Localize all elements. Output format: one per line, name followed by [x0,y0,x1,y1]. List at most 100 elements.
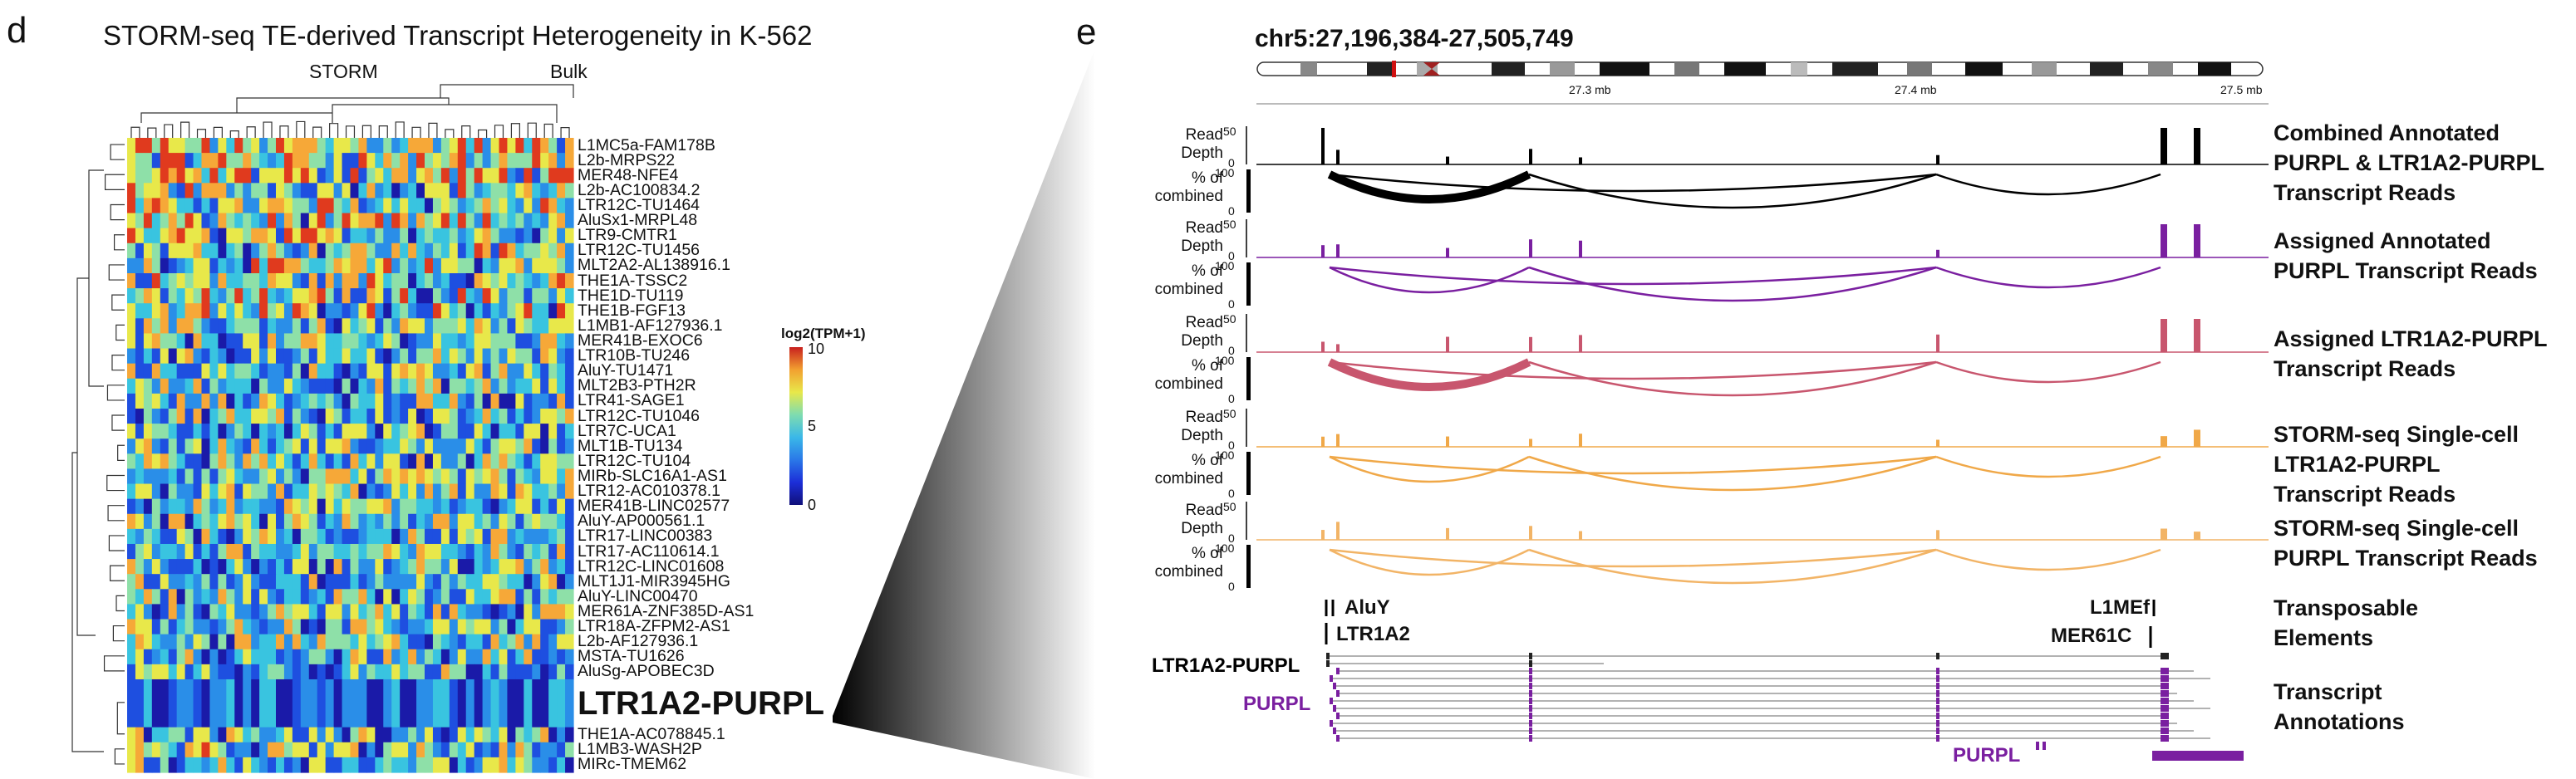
heatmap-cell [184,664,194,680]
pct-axis [1246,169,1251,213]
heatmap-cell [416,543,425,560]
heatmap-cell [540,498,549,515]
heatmap-cell [276,513,285,530]
heatmap-cell [449,664,459,680]
heatmap-cell [482,619,492,635]
heatmap-cell [383,378,392,394]
heatmap-cell [507,243,516,259]
heatmap-cell [243,559,252,575]
heatmap-cell [548,153,558,169]
dendro-branch [106,385,125,401]
heatmap-cell [268,589,277,605]
heatmap-cell [358,348,367,365]
heatmap-cell [358,408,367,424]
pct-tick: 0 [1228,487,1235,500]
heatmap-cell [400,543,409,560]
heatmap-cell [400,257,409,274]
heatmap-cell [151,649,161,665]
heatmap-cell [160,348,170,365]
heatmap-cell [532,664,541,680]
heatmap-cell [342,318,351,335]
heatmap-cell [308,198,318,214]
heatmap-cell [383,198,392,214]
heatmap-cell [268,679,277,728]
heatmap-cell [259,574,268,590]
heatmap-cell [127,348,136,365]
heatmap-cell [408,742,417,758]
heatmap-cell [416,272,425,289]
heatmap-cell [251,333,260,350]
heatmap-cell [449,243,459,259]
heatmap-cell [193,757,203,773]
coverage-peak [1529,149,1532,164]
heatmap-cell [176,243,186,259]
heatmap-cell [383,228,392,244]
heatmap-cell [333,257,343,274]
heatmap-cell [127,303,136,319]
heatmap-cell [160,303,170,319]
panel-d-letter: d [7,10,27,51]
heatmap-cell [524,257,533,274]
heatmap-row-label: MER61A-ZNF385D-AS1 [578,602,755,620]
heatmap-cell [342,468,351,485]
heatmap-cell [234,513,243,530]
heatmap-cell [276,528,285,545]
heatmap-cell [259,213,268,229]
heatmap-cell [333,168,343,184]
heatmap-cell [515,483,524,500]
heatmap-cell [474,453,484,470]
heatmap-cell [507,138,516,154]
heatmap-cell [425,679,434,728]
heatmap-cell [193,138,203,154]
heatmap-cell [350,727,360,743]
centromere [1423,62,1440,76]
heatmap-cell [292,664,302,680]
heatmap-cell [308,228,318,244]
heatmap-row-label: MLT2B3-PTH2R [578,376,696,395]
heatmap-cell [276,727,285,743]
heatmap-cell [209,378,219,394]
heatmap-row-label: L2b-AC100834.2 [578,180,701,199]
heatmap-cell [449,138,459,154]
heatmap-cell [325,604,335,620]
heatmap-cell [209,424,219,439]
heatmap-cell [425,483,434,500]
heatmap-cell [243,213,252,229]
heatmap-cell [416,604,425,620]
heatmap-cell [474,363,484,380]
ideogram-band [2090,62,2123,76]
heatmap-cell [366,348,376,365]
heatmap-cell [400,513,409,530]
heatmap-cell [325,498,335,515]
heatmap-cell [184,213,194,229]
heatmap-cell [515,453,524,470]
read-depth-label: Read Depth [1181,314,1223,350]
coverage-peak [1936,334,1939,352]
heatmap-cell [440,604,450,620]
heatmap-cell [565,138,574,154]
heatmap-cell [268,498,277,515]
heatmap-cell [515,604,524,620]
heatmap-cell [425,378,434,394]
dendro-branch [103,655,125,672]
heatmap-cell [515,649,524,665]
heatmap-cell [243,589,252,605]
heatmap-cell [350,378,360,394]
heatmap-cell [490,348,500,365]
heatmap-cell [350,168,360,184]
heatmap-cell [333,183,343,199]
dendro-branch [440,84,574,98]
heatmap-cell [218,649,227,665]
heatmap-cell [465,424,475,439]
heatmap-cell [160,243,170,259]
heatmap-cell [276,198,285,214]
heatmap-row-label: LTR17-LINC00383 [578,527,713,546]
heatmap-cell [499,228,509,244]
transcript-exon [2152,751,2244,761]
heatmap-cell [474,528,484,545]
heatmap-cell [201,604,211,620]
heatmap-cell [440,408,450,424]
heatmap-cell [127,634,136,650]
heatmap-cell [482,649,492,665]
heatmap-cell [193,243,203,259]
